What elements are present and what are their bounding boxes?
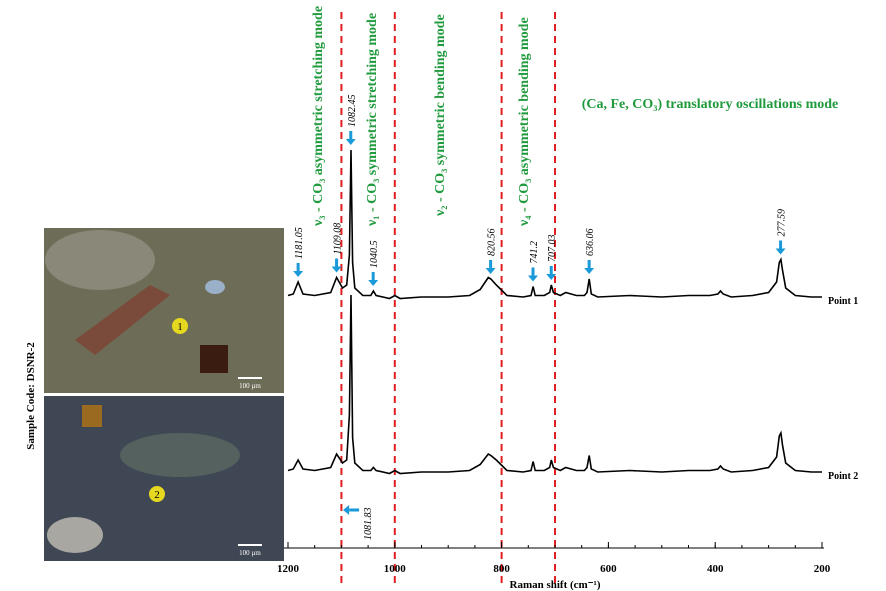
x-tick-label: 1000: [384, 563, 407, 575]
scale-label: 100 µm: [239, 382, 261, 390]
grain: [205, 280, 225, 294]
arrow-head: [293, 271, 304, 277]
arrow-head: [345, 139, 356, 145]
arrow-head: [527, 275, 538, 282]
series-label: Point 2: [828, 471, 858, 482]
peak-label: 1040.5: [369, 241, 380, 269]
x-tick-label: 800: [493, 563, 510, 575]
micrograph-2: 2 100 µm: [44, 396, 284, 561]
arrow-head: [331, 266, 342, 273]
peak-annotation: 277.59: [775, 209, 788, 255]
x-tick-label: 600: [600, 563, 617, 575]
micrograph-1: 1 100 µm: [44, 228, 284, 393]
scale-label: 100 µm: [239, 549, 261, 557]
peak-annotation: 1040.5: [368, 241, 380, 286]
grain: [200, 345, 228, 373]
peak-annotation: [343, 505, 360, 515]
grain: [120, 433, 240, 477]
peak-annotation: 820.56: [485, 229, 498, 274]
peak-label: 1082.45: [347, 95, 358, 128]
arrow-head: [485, 268, 496, 274]
peak-annotation: 741.2: [527, 241, 540, 282]
peak-label: 1109.08: [333, 223, 344, 255]
arrow-head: [584, 268, 595, 274]
grain: [75, 285, 170, 355]
grain: [82, 405, 102, 427]
peak-label: 707.03: [547, 235, 558, 263]
spectrum: [287, 149, 822, 300]
arrow-head: [368, 280, 379, 286]
marker-label: 2: [154, 489, 160, 501]
peak-annotation: 1109.08: [331, 223, 344, 273]
arrow-head: [775, 248, 786, 255]
mode-label: (Ca, Fe, CO₃) translatory oscillations m…: [582, 97, 839, 112]
peak-label: 1181.05: [294, 227, 305, 259]
peak-annotation: 1181.05: [293, 227, 305, 277]
arrow-head: [546, 274, 557, 280]
grain: [45, 230, 155, 290]
x-tick-label: 1200: [277, 563, 300, 575]
sample-code: Sample Code: DSNR-2: [25, 342, 37, 450]
peak-label: 277.59: [777, 209, 788, 237]
peak-label: 820.56: [487, 229, 498, 257]
x-axis-label: Raman shift (cm⁻¹): [510, 579, 601, 591]
mode-label: ν₁ - CO₃ symmetric stretching mode: [365, 13, 380, 227]
arrow-head: [343, 505, 350, 515]
peak-annotation: 636.06: [584, 229, 596, 274]
mode-label: ν₂ - CO₃ symmetric bending mode: [433, 14, 448, 217]
grain: [47, 517, 103, 553]
series-label: Point 1: [828, 296, 858, 307]
peak-label: 1081.83: [363, 508, 374, 541]
peak-annotation: 1082.45: [345, 95, 358, 145]
marker-label: 1: [177, 321, 183, 333]
mode-label: ν₃ - CO₃ asymmetric stretching mode: [311, 6, 326, 227]
peak-annotation: 707.03: [546, 235, 558, 280]
peak-label: 741.2: [529, 241, 540, 264]
spectrum: [287, 294, 822, 475]
x-tick-label: 200: [814, 563, 831, 575]
marker: [172, 318, 188, 334]
x-tick-label: 400: [707, 563, 724, 575]
marker: [149, 486, 165, 502]
peak-label: 636.06: [585, 229, 596, 257]
mode-label: ν₄ - CO₃ asymmetric bending mode: [517, 17, 532, 227]
